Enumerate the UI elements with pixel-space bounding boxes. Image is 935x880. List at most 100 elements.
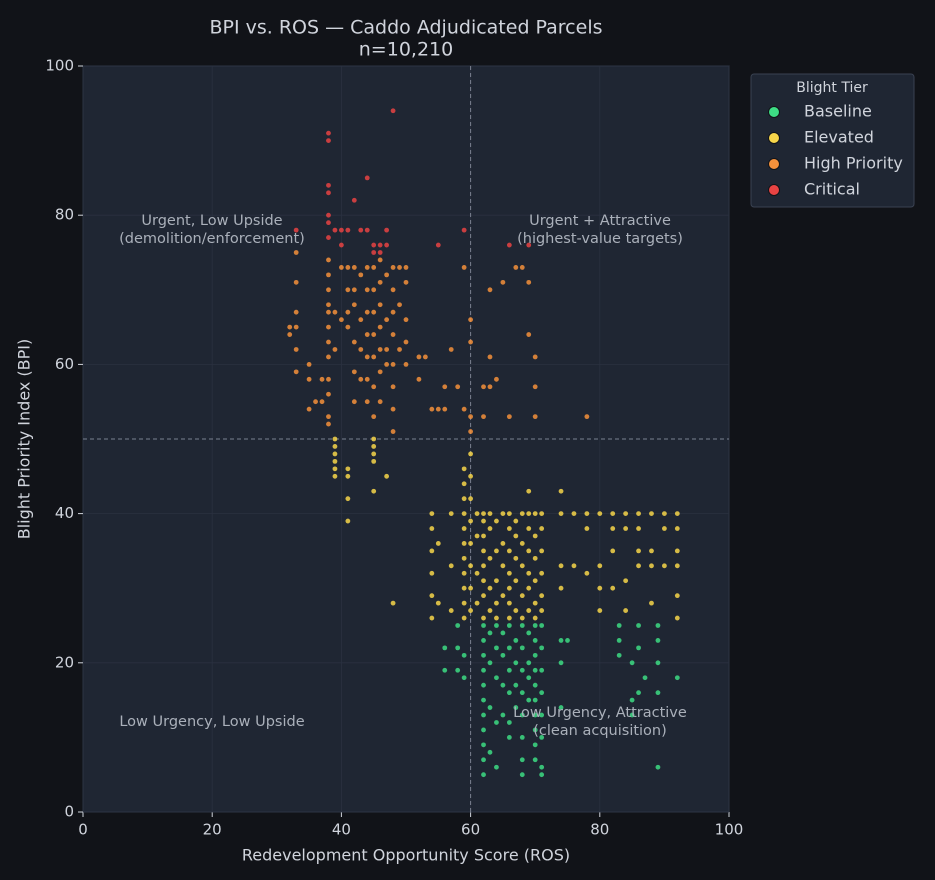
point — [532, 638, 538, 643]
point — [326, 235, 331, 240]
y-tick-label: 80 — [55, 206, 74, 224]
point — [636, 563, 641, 569]
point — [351, 197, 357, 203]
point — [448, 563, 454, 569]
point — [558, 511, 564, 516]
point — [364, 227, 370, 233]
point — [461, 466, 467, 472]
point — [461, 615, 467, 621]
point — [655, 764, 661, 770]
point — [326, 138, 331, 144]
point — [358, 317, 364, 323]
point — [377, 250, 383, 255]
point — [655, 690, 661, 696]
point — [429, 548, 435, 554]
point — [506, 585, 512, 591]
x-tick-label: 80 — [590, 821, 609, 839]
point — [500, 712, 506, 718]
point — [293, 279, 299, 285]
point — [532, 727, 538, 733]
point — [326, 414, 331, 420]
point — [390, 429, 396, 434]
point — [455, 667, 461, 673]
point — [500, 541, 506, 546]
point — [403, 265, 409, 270]
point — [662, 526, 667, 531]
point — [371, 414, 377, 420]
point — [532, 384, 538, 390]
point — [642, 675, 648, 681]
y-tick-label: 0 — [64, 803, 74, 821]
point — [481, 652, 486, 658]
point — [506, 667, 512, 673]
point — [494, 578, 499, 584]
point — [319, 376, 325, 382]
point — [468, 518, 473, 524]
point — [332, 436, 338, 442]
point — [506, 548, 512, 554]
point — [339, 242, 344, 248]
point — [674, 511, 680, 516]
point — [513, 555, 519, 561]
point — [287, 332, 293, 337]
point — [519, 623, 525, 628]
point — [519, 541, 525, 546]
point — [403, 279, 409, 285]
point — [293, 369, 299, 375]
point — [442, 667, 448, 673]
point — [526, 526, 532, 531]
point — [461, 555, 467, 561]
point — [539, 511, 545, 516]
point — [390, 287, 396, 293]
point — [377, 399, 383, 405]
point — [468, 429, 473, 434]
point — [487, 287, 493, 293]
point — [597, 511, 603, 516]
point — [494, 548, 499, 554]
x-tick-label: 60 — [461, 821, 480, 839]
point — [532, 555, 538, 561]
point — [500, 630, 506, 636]
point — [390, 265, 396, 270]
point — [481, 727, 486, 733]
point — [519, 511, 525, 516]
point — [519, 667, 525, 673]
point — [487, 608, 493, 613]
point — [468, 414, 473, 420]
point — [429, 570, 435, 576]
point — [532, 757, 538, 763]
point — [461, 675, 467, 681]
point — [571, 511, 577, 516]
point — [390, 108, 396, 114]
point — [571, 563, 577, 569]
point — [390, 600, 396, 606]
point — [506, 690, 512, 696]
point — [506, 600, 512, 606]
point — [558, 563, 564, 569]
point — [526, 488, 532, 494]
point — [397, 265, 402, 270]
point — [481, 742, 486, 748]
point — [506, 414, 512, 420]
point — [558, 585, 564, 591]
point — [506, 615, 512, 621]
point — [332, 227, 338, 233]
point — [293, 227, 299, 233]
point — [358, 376, 364, 382]
point — [371, 250, 377, 255]
point — [345, 473, 351, 479]
point — [461, 406, 467, 412]
point — [519, 772, 525, 778]
point — [506, 511, 512, 516]
legend-label: Elevated — [804, 128, 874, 147]
point — [655, 638, 661, 643]
point — [358, 272, 364, 278]
point — [519, 690, 525, 696]
point — [345, 324, 351, 330]
point — [487, 749, 493, 755]
point — [674, 675, 680, 681]
point — [481, 615, 486, 621]
point — [468, 496, 473, 502]
point — [442, 645, 448, 651]
